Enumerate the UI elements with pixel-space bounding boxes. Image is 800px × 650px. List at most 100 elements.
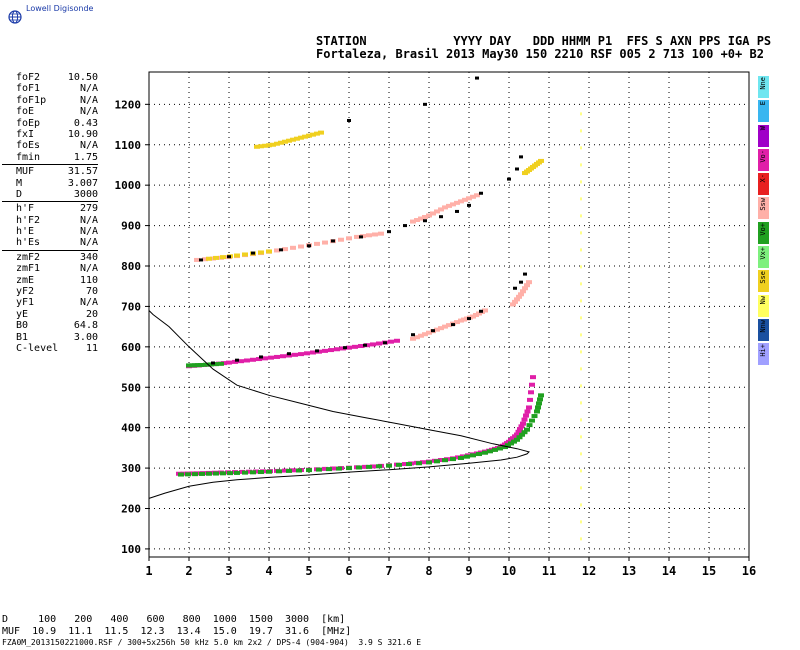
echo-point (422, 332, 428, 337)
param-row: fxI 10.90 (2, 129, 98, 140)
echo-mark (347, 119, 351, 122)
echo-point (290, 245, 296, 250)
parameter-panel: foF2 10.50 foF1 N/A foF1p N/A foE N/A foEp 0.43 fx… (2, 72, 98, 354)
param-row: foF1p N/A (2, 95, 98, 106)
echo-point (286, 468, 292, 473)
echo-point (298, 244, 304, 249)
param-value: N/A (79, 237, 98, 249)
echo-point (538, 158, 544, 163)
echo-point (462, 197, 468, 202)
x-tick-label: 5 (305, 564, 312, 578)
echo-mark (423, 219, 427, 223)
legend-swatch: Nne (758, 76, 769, 98)
x-tick-label: 15 (702, 564, 716, 578)
echo-point (482, 308, 488, 313)
param-separator (2, 164, 98, 166)
echo-point (466, 196, 472, 201)
echo-point (354, 234, 360, 239)
echo-mark (515, 167, 519, 171)
echo-point (290, 137, 296, 142)
param-name: D (16, 188, 23, 200)
param-value: N/A (79, 94, 98, 106)
legend-swatch: X- (758, 173, 769, 196)
echo-point (218, 361, 224, 366)
echo-point (318, 130, 324, 135)
legend-label: Vx+ (759, 247, 767, 260)
echo-point (458, 199, 464, 204)
x-tick-label: 7 (385, 564, 392, 578)
echo-point (274, 354, 280, 359)
legend-label: Nw (759, 295, 767, 305)
globe-icon (8, 10, 22, 24)
echo-mark (411, 333, 415, 337)
echo-point (438, 207, 444, 212)
echo-point (482, 450, 488, 455)
echo-mark (359, 235, 363, 239)
echo-mark (431, 329, 435, 333)
echo-point (450, 202, 456, 207)
echo-mark (523, 272, 527, 276)
param-name: C-level (16, 342, 59, 354)
echo-point (220, 471, 226, 476)
echo-point (266, 469, 272, 474)
echo-mark (387, 230, 391, 234)
echo-point (258, 144, 264, 149)
x-tick-label: 4 (265, 564, 272, 578)
echo-point (262, 143, 268, 148)
y-tick-label: 1200 (115, 98, 142, 111)
param-name: h'F2 (16, 214, 41, 226)
param-name: fmin (16, 151, 41, 163)
echo-point (519, 432, 525, 437)
echo-point (256, 357, 262, 362)
header-labels: STATION YYYY DAY DDD HHMM P1 FFS S AXN P… (316, 34, 772, 48)
x-tick-label: 6 (345, 564, 352, 578)
param-name: h'E (16, 226, 35, 238)
density-profile-line (148, 310, 530, 499)
y-tick-label: 400 (121, 422, 141, 435)
echo-point (516, 294, 522, 299)
echo-point (518, 424, 525, 429)
echo-mark (519, 155, 523, 159)
echo-point (198, 363, 204, 368)
param-row: h'F2 N/A (2, 215, 98, 226)
legend-swatch: Vo+ (758, 221, 769, 244)
echo-point (213, 471, 219, 476)
echo-point (250, 470, 256, 475)
polarization-legend: Nne E W Vo- X- Ssw Vo+ Vx+ Sse Nw Nnw Hi+ (758, 76, 770, 368)
param-row: B1 3.00 (2, 332, 98, 343)
echo-point (536, 401, 542, 406)
echo-mark (315, 349, 319, 353)
echo-point (376, 341, 382, 346)
echo-point (234, 470, 240, 475)
echo-point (416, 461, 422, 466)
echo-point (213, 362, 219, 367)
echo-point (294, 136, 300, 141)
echo-point (278, 140, 284, 145)
echo-point (524, 283, 530, 288)
echo-mark (479, 191, 483, 195)
echo-point (326, 467, 332, 472)
echo-mark (423, 102, 427, 106)
echo-point (268, 355, 274, 360)
echo-point (474, 193, 480, 198)
echo-point (298, 352, 304, 357)
param-value: 1.75 (73, 151, 98, 163)
param-name: zmE (16, 274, 35, 286)
echo-point (310, 132, 316, 137)
echo-point (206, 256, 212, 261)
param-name: h'F (16, 203, 35, 215)
legend-label: Vo- (759, 149, 767, 163)
param-row: foEp 0.43 (2, 118, 98, 129)
param-value: N/A (79, 263, 98, 275)
echo-point (346, 466, 352, 471)
param-row: foEs N/A (2, 140, 98, 151)
echo-mark (307, 244, 311, 248)
echo-point (458, 455, 464, 460)
param-row: D 3000 (2, 189, 98, 200)
echo-point (386, 463, 392, 468)
echo-point (426, 330, 432, 335)
param-name: foEp (16, 117, 41, 129)
y-tick-label: 700 (121, 300, 141, 313)
y-tick-label: 500 (121, 381, 141, 394)
echo-mark (475, 76, 479, 80)
